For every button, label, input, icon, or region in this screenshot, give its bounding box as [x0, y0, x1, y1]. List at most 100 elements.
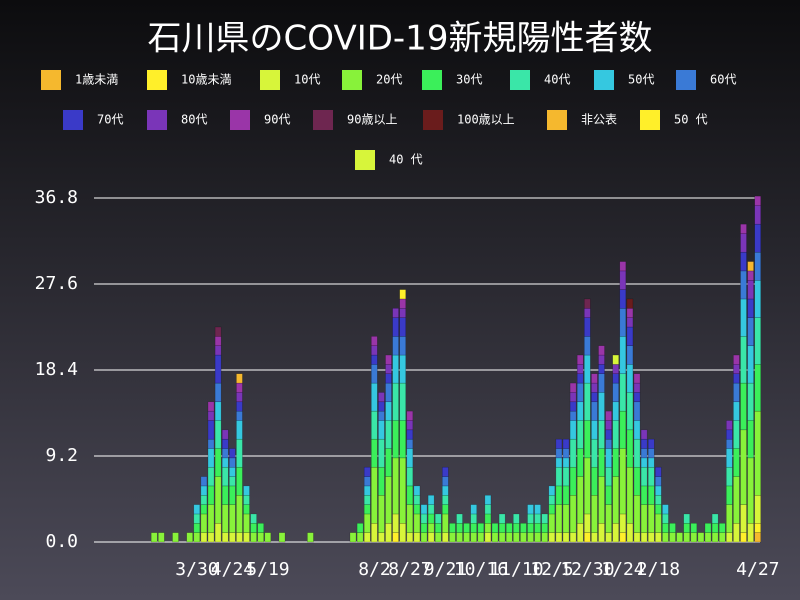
- bar-segment: [442, 504, 449, 515]
- bar-segment: [626, 345, 634, 365]
- bar-segment: [605, 429, 612, 440]
- legend-swatch: [342, 70, 362, 90]
- bar-segment: [427, 495, 435, 505]
- bar-segment: [214, 354, 222, 384]
- bar-segment: [726, 485, 733, 505]
- bar-segment: [591, 392, 598, 403]
- bar-segment: [612, 523, 619, 543]
- y-tick-label: 0.0: [45, 531, 78, 552]
- bar-segment: [236, 466, 243, 496]
- y-tick-label: 36.8: [35, 187, 78, 208]
- bar-segment: [363, 513, 371, 533]
- bar-segment: [470, 513, 477, 524]
- bar-segment: [584, 317, 591, 337]
- bar-segment: [626, 364, 634, 393]
- bar-segment: [726, 448, 733, 468]
- legend-label: 90代: [264, 113, 290, 127]
- bar-segment: [598, 364, 605, 374]
- bar-segment: [229, 457, 236, 468]
- bar-segment: [200, 513, 208, 533]
- bar-segment: [569, 438, 577, 468]
- bar-segment: [626, 298, 634, 309]
- bar-segment: [363, 466, 371, 477]
- bar-segment: [243, 485, 250, 496]
- bar-segment: [378, 532, 385, 543]
- bar-segment: [520, 523, 527, 533]
- legend-label: 50 代: [674, 113, 708, 127]
- bar-segment: [264, 532, 272, 543]
- bar-segment: [413, 532, 421, 543]
- bar-segment: [619, 410, 627, 449]
- bar-segment: [655, 495, 662, 505]
- bar-segment: [214, 448, 222, 477]
- bar-segment: [640, 429, 648, 440]
- legend-swatch: [313, 110, 333, 130]
- bar-segment: [619, 448, 627, 515]
- bar-segment: [619, 513, 627, 533]
- bar-segment: [612, 354, 619, 365]
- bar-segment: [200, 504, 208, 515]
- bar-segment: [399, 298, 406, 309]
- bar-segment: [207, 448, 215, 468]
- bar-segment: [591, 495, 598, 533]
- bar-segment: [633, 401, 641, 421]
- bar-segment: [605, 410, 612, 421]
- x-tick-label: 11/10: [489, 559, 543, 580]
- bar-segment: [619, 373, 627, 412]
- bar-segment: [491, 532, 499, 543]
- bar-segment: [598, 392, 605, 421]
- bar-segment: [385, 476, 392, 524]
- bar-segment: [584, 457, 591, 515]
- bar-segment: [647, 485, 655, 505]
- bar-segment: [513, 513, 520, 524]
- bar-segment: [619, 532, 627, 543]
- bar-segment: [555, 466, 563, 487]
- bar-segment: [520, 532, 527, 543]
- bar-segment: [385, 373, 392, 384]
- legend-swatch: [63, 110, 83, 130]
- bar-segment: [726, 532, 733, 543]
- bar-segment: [605, 504, 612, 533]
- bar-segment: [562, 504, 570, 533]
- bar-segment: [378, 495, 385, 533]
- bar-segment: [718, 523, 726, 533]
- bar-segment: [527, 504, 534, 515]
- bar-segment: [754, 251, 761, 281]
- bar-segment: [598, 476, 605, 524]
- bar-segment: [555, 532, 563, 543]
- bar-segment: [449, 523, 456, 533]
- bar-segment: [200, 476, 208, 487]
- bar-segment: [683, 513, 690, 524]
- bar-segment: [356, 523, 364, 533]
- bar-segment: [200, 495, 208, 505]
- bar-segment: [569, 420, 577, 440]
- bar-segment: [207, 438, 215, 449]
- bar-segment: [413, 504, 421, 515]
- bar-segment: [200, 532, 208, 543]
- bar-segment: [733, 523, 740, 543]
- bar-segment: [193, 523, 201, 533]
- bar-segment: [640, 438, 648, 449]
- bar-segment: [733, 401, 740, 421]
- bar-segment: [576, 523, 584, 543]
- bar-segment: [569, 410, 577, 421]
- bar-segment: [378, 420, 385, 440]
- bar-segment: [229, 466, 236, 477]
- bar-segment: [612, 364, 619, 374]
- bar-segment: [392, 317, 399, 337]
- bar-segment: [747, 345, 754, 384]
- bar-segment: [612, 448, 619, 477]
- bar-segment: [484, 504, 492, 515]
- legend-label: 80代: [181, 113, 207, 127]
- bar-segment: [385, 364, 392, 374]
- bar-segment: [569, 382, 577, 393]
- bar-segment: [655, 504, 662, 515]
- bar-segment: [399, 523, 406, 543]
- bar-segment: [250, 513, 257, 524]
- bar-segment: [236, 410, 243, 421]
- x-tick-label: 4/27: [736, 559, 779, 580]
- bar-segment: [406, 485, 414, 505]
- bar-segment: [754, 223, 761, 253]
- x-tick-label: 10/16: [454, 559, 508, 580]
